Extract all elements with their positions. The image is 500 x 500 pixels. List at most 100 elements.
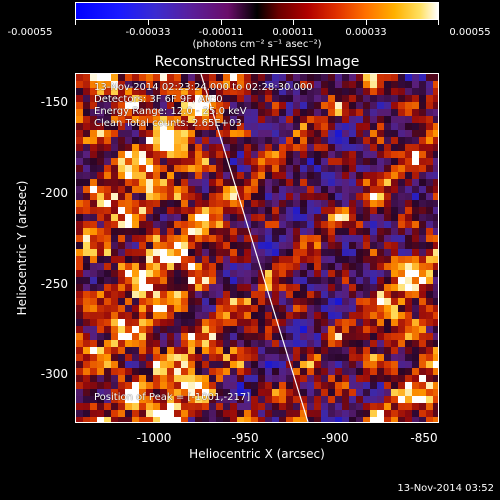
image-pixel: [335, 165, 342, 172]
image-pixel: [300, 116, 307, 123]
image-pixel: [412, 256, 419, 263]
image-pixel: [132, 354, 139, 361]
image-pixel: [160, 158, 167, 165]
image-pixel: [195, 270, 202, 277]
image-pixel: [202, 179, 209, 186]
image-pixel: [230, 354, 237, 361]
image-pixel: [258, 284, 265, 291]
image-pixel: [146, 95, 153, 102]
image-pixel: [202, 389, 209, 396]
image-pixel: [300, 144, 307, 151]
image-pixel: [314, 235, 321, 242]
image-pixel: [188, 298, 195, 305]
image-pixel: [146, 298, 153, 305]
image-pixel: [405, 242, 412, 249]
image-pixel: [76, 193, 83, 200]
image-pixel: [433, 312, 438, 319]
image-pixel: [265, 74, 272, 81]
image-pixel: [146, 319, 153, 326]
image-pixel: [237, 354, 244, 361]
image-pixel: [377, 95, 384, 102]
image-pixel: [335, 312, 342, 319]
image-pixel: [286, 312, 293, 319]
image-pixel: [356, 207, 363, 214]
image-pixel: [118, 354, 125, 361]
image-pixel: [377, 144, 384, 151]
image-pixel: [76, 256, 83, 263]
image-pixel: [272, 396, 279, 403]
image-pixel: [153, 179, 160, 186]
image-pixel: [349, 102, 356, 109]
image-pixel: [370, 340, 377, 347]
image-pixel: [258, 312, 265, 319]
image-pixel: [125, 298, 132, 305]
image-pixel: [363, 333, 370, 340]
image-pixel: [188, 389, 195, 396]
image-pixel: [363, 382, 370, 389]
image-pixel: [251, 417, 258, 422]
image-pixel: [272, 375, 279, 382]
image-pixel: [307, 333, 314, 340]
image-pixel: [216, 81, 223, 88]
image-pixel: [230, 193, 237, 200]
image-pixel: [153, 74, 160, 81]
image-pixel: [83, 102, 90, 109]
image-pixel: [363, 144, 370, 151]
image-pixel: [321, 403, 328, 410]
image-pixel: [258, 277, 265, 284]
image-pixel: [293, 116, 300, 123]
image-pixel: [76, 340, 83, 347]
image-pixel: [237, 389, 244, 396]
image-pixel: [216, 88, 223, 95]
image-pixel: [412, 165, 419, 172]
image-pixel: [83, 403, 90, 410]
image-pixel: [146, 403, 153, 410]
image-pixel: [433, 354, 438, 361]
image-pixel: [370, 298, 377, 305]
image-pixel: [118, 74, 125, 81]
image-pixel: [335, 270, 342, 277]
image-pixel: [181, 109, 188, 116]
image-pixel: [272, 130, 279, 137]
image-pixel: [335, 284, 342, 291]
image-pixel: [167, 284, 174, 291]
image-pixel: [419, 403, 426, 410]
image-pixel: [363, 95, 370, 102]
image-pixel: [83, 340, 90, 347]
image-pixel: [335, 235, 342, 242]
image-pixel: [419, 81, 426, 88]
image-pixel: [391, 200, 398, 207]
image-pixel: [174, 291, 181, 298]
image-pixel: [328, 151, 335, 158]
image-pixel: [307, 389, 314, 396]
image-pixel: [216, 144, 223, 151]
image-pixel: [321, 130, 328, 137]
image-pixel: [314, 200, 321, 207]
image-pixel: [412, 179, 419, 186]
image-pixel: [209, 368, 216, 375]
image-pixel: [258, 179, 265, 186]
image-pixel: [356, 172, 363, 179]
image-pixel: [405, 130, 412, 137]
image-pixel: [405, 151, 412, 158]
image-pixel: [356, 109, 363, 116]
image-pixel: [405, 284, 412, 291]
image-pixel: [83, 172, 90, 179]
image-pixel: [125, 389, 132, 396]
image-pixel: [391, 256, 398, 263]
image-pixel: [181, 221, 188, 228]
image-pixel: [384, 193, 391, 200]
image-pixel: [370, 382, 377, 389]
image-pixel: [363, 354, 370, 361]
image-pixel: [202, 88, 209, 95]
image-pixel: [202, 333, 209, 340]
image-pixel: [349, 256, 356, 263]
image-pixel: [412, 116, 419, 123]
image-pixel: [160, 123, 167, 130]
image-pixel: [405, 340, 412, 347]
image-pixel: [118, 333, 125, 340]
image-pixel: [174, 235, 181, 242]
image-pixel: [188, 333, 195, 340]
image-pixel: [195, 382, 202, 389]
image-pixel: [181, 340, 188, 347]
